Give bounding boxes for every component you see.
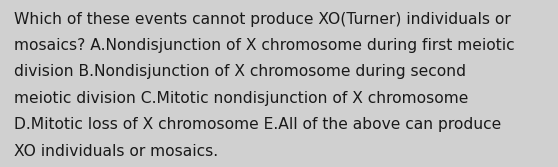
Text: D.Mitotic loss of X chromosome E.All of the above can produce: D.Mitotic loss of X chromosome E.All of … [14,117,501,132]
Text: meiotic division C.Mitotic nondisjunction of X chromosome: meiotic division C.Mitotic nondisjunctio… [14,91,468,106]
Text: Which of these events cannot produce XO(Turner) individuals or: Which of these events cannot produce XO(… [14,12,511,27]
Text: division B.Nondisjunction of X chromosome during second: division B.Nondisjunction of X chromosom… [14,64,466,79]
Text: XO individuals or mosaics.: XO individuals or mosaics. [14,144,218,159]
Text: mosaics? A.Nondisjunction of X chromosome during first meiotic: mosaics? A.Nondisjunction of X chromosom… [14,38,514,53]
